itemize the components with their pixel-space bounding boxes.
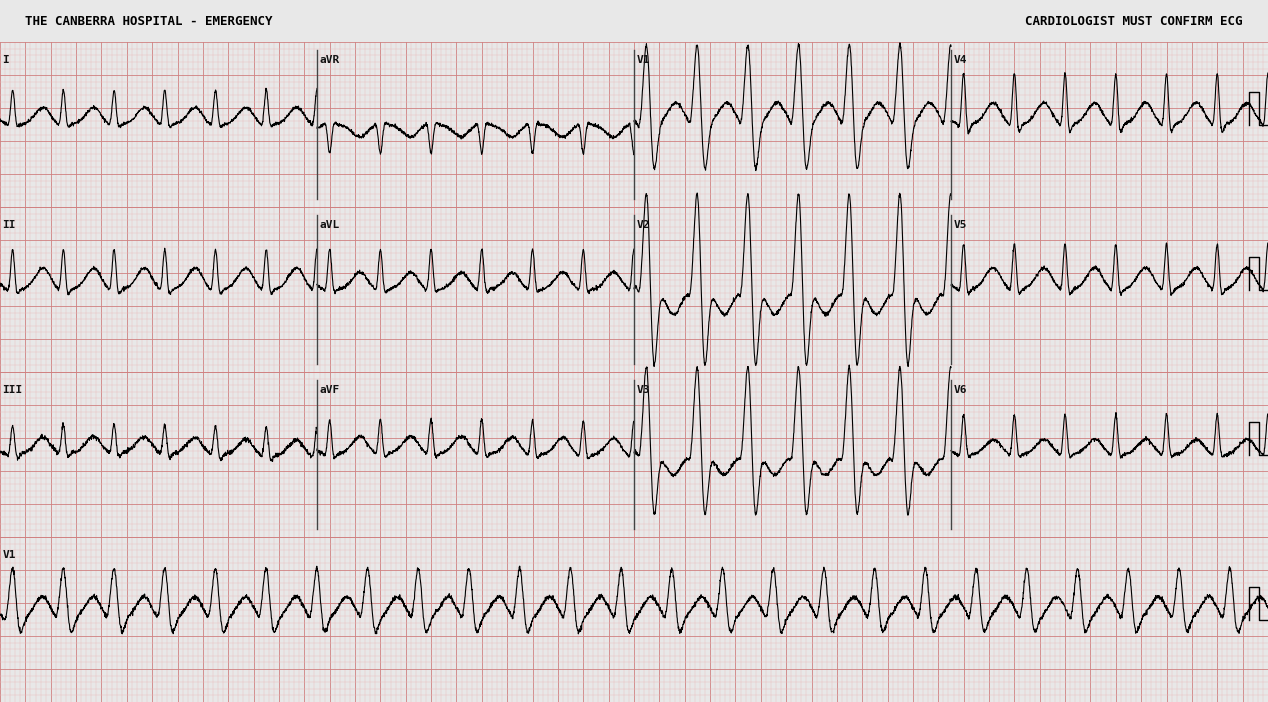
Text: V5: V5 [954,220,967,230]
Text: V1: V1 [637,55,650,65]
Text: aVF: aVF [320,385,340,395]
Text: THE CANBERRA HOSPITAL - EMERGENCY: THE CANBERRA HOSPITAL - EMERGENCY [25,15,273,27]
Text: V4: V4 [954,55,967,65]
Text: III: III [3,385,23,395]
Text: CARDIOLOGIST MUST CONFIRM ECG: CARDIOLOGIST MUST CONFIRM ECG [1025,15,1243,27]
Text: aVL: aVL [320,220,340,230]
Text: I: I [3,55,9,65]
Text: V1: V1 [3,550,16,560]
Text: V2: V2 [637,220,650,230]
Text: V3: V3 [637,385,650,395]
Text: aVR: aVR [320,55,340,65]
Text: II: II [3,220,16,230]
Text: V6: V6 [954,385,967,395]
